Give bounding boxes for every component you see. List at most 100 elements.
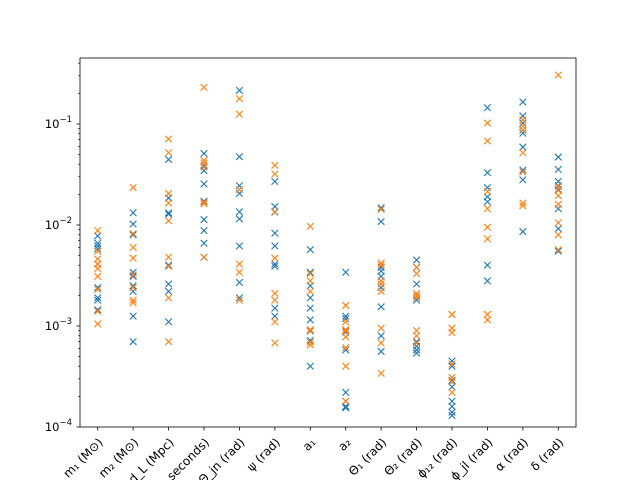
data-point-s0 [554, 185, 562, 194]
data-point-s0 [271, 229, 279, 237]
data-point-s0 [448, 362, 456, 370]
data-point-s1 [519, 199, 527, 207]
data-point-s0 [519, 112, 527, 120]
data-point-s0 [129, 209, 137, 217]
data-point-s1 [164, 253, 173, 261]
data-point-s0 [129, 220, 137, 228]
x-tick-label: ψ (rad) [244, 435, 283, 474]
data-point-s1 [554, 231, 562, 239]
data-point-s0 [129, 272, 137, 281]
data-point-s0 [306, 245, 314, 254]
data-point-s1 [554, 71, 562, 79]
data-point-s0 [342, 312, 350, 320]
data-point-s1 [235, 94, 244, 103]
data-point-s1 [377, 205, 385, 213]
data-point-s1 [129, 296, 137, 304]
data-point-s1 [342, 362, 350, 370]
y-tick-label: 10−1 [45, 115, 72, 131]
data-point-s1 [94, 307, 102, 315]
data-point-s1 [554, 186, 562, 195]
data-point-s1 [306, 325, 314, 334]
data-point-s0 [412, 349, 421, 357]
data-point-s1 [129, 254, 137, 262]
data-point-s0 [519, 176, 527, 184]
data-point-s1 [94, 226, 102, 235]
data-point-s1 [164, 148, 173, 157]
data-point-s0 [200, 180, 208, 188]
data-point-s1 [483, 187, 492, 196]
data-point-s0 [200, 215, 208, 224]
data-point-s1 [483, 204, 492, 213]
data-point-s1 [519, 168, 527, 176]
data-point-s0 [94, 296, 102, 304]
data-point-s0 [412, 346, 421, 354]
data-point-s1 [342, 343, 350, 352]
data-point-s0 [129, 312, 137, 320]
data-point-s1 [94, 247, 102, 255]
data-point-s1 [554, 219, 562, 227]
data-point-s0 [483, 168, 492, 177]
data-point-s1 [377, 261, 385, 269]
data-point-s0 [94, 283, 102, 292]
data-point-s1 [377, 324, 385, 332]
data-point-s1 [554, 245, 562, 254]
data-point-s0 [200, 239, 208, 247]
data-point-s1 [271, 208, 279, 216]
data-point-s0 [164, 210, 173, 218]
data-point-s1 [164, 199, 173, 207]
data-point-s0 [164, 280, 173, 288]
data-point-s0 [448, 408, 456, 416]
data-point-s1 [94, 264, 102, 273]
data-point-s0 [554, 165, 562, 174]
data-point-s1 [412, 332, 421, 340]
data-point-s1 [448, 310, 456, 319]
data-point-s0 [129, 231, 137, 239]
data-point-s0 [306, 316, 314, 324]
data-point-s0 [200, 149, 208, 158]
data-point-s1 [306, 338, 314, 346]
x-tick-label: δ (rad) [528, 435, 566, 473]
data-point-s1 [164, 262, 173, 270]
data-point-s0 [235, 86, 244, 95]
data-point-s1 [554, 192, 562, 200]
data-point-s1 [412, 263, 421, 272]
data-point-s1 [412, 269, 421, 278]
data-point-s0 [342, 388, 350, 397]
data-point-s0 [235, 242, 244, 250]
data-point-s1 [412, 291, 421, 300]
data-point-s0 [342, 404, 350, 412]
data-point-s1 [235, 110, 244, 118]
data-point-s1 [164, 189, 173, 198]
data-point-s0 [519, 166, 527, 174]
data-point-s0 [519, 129, 527, 137]
data-point-s0 [554, 247, 562, 255]
data-point-s0 [94, 242, 102, 250]
data-point-s0 [519, 98, 527, 106]
data-point-s1 [235, 268, 244, 276]
data-point-s0 [271, 202, 279, 211]
data-point-s1 [483, 310, 492, 319]
data-point-s1 [554, 200, 562, 209]
data-point-s1 [342, 327, 350, 335]
data-point-s0 [377, 204, 385, 212]
data-point-s1 [519, 148, 527, 157]
data-point-s1 [271, 254, 279, 262]
data-point-s1 [271, 161, 279, 169]
data-point-s1 [306, 277, 314, 285]
data-point-s1 [129, 271, 137, 279]
data-point-s1 [271, 289, 279, 298]
data-point-s1 [377, 339, 385, 347]
data-point-s0 [412, 280, 421, 288]
data-point-s1 [235, 296, 244, 304]
data-point-s0 [554, 153, 562, 161]
data-point-s1 [483, 316, 492, 324]
data-point-s0 [448, 402, 456, 411]
data-point-s0 [164, 318, 173, 326]
data-point-s0 [200, 166, 208, 175]
x-tick-label: a₁ [300, 435, 319, 454]
data-point-s1 [306, 287, 314, 296]
y-tick-label: 10−4 [45, 418, 72, 434]
data-point-s0 [235, 278, 244, 287]
data-point-s1 [519, 116, 527, 124]
data-point-s1 [235, 185, 244, 194]
